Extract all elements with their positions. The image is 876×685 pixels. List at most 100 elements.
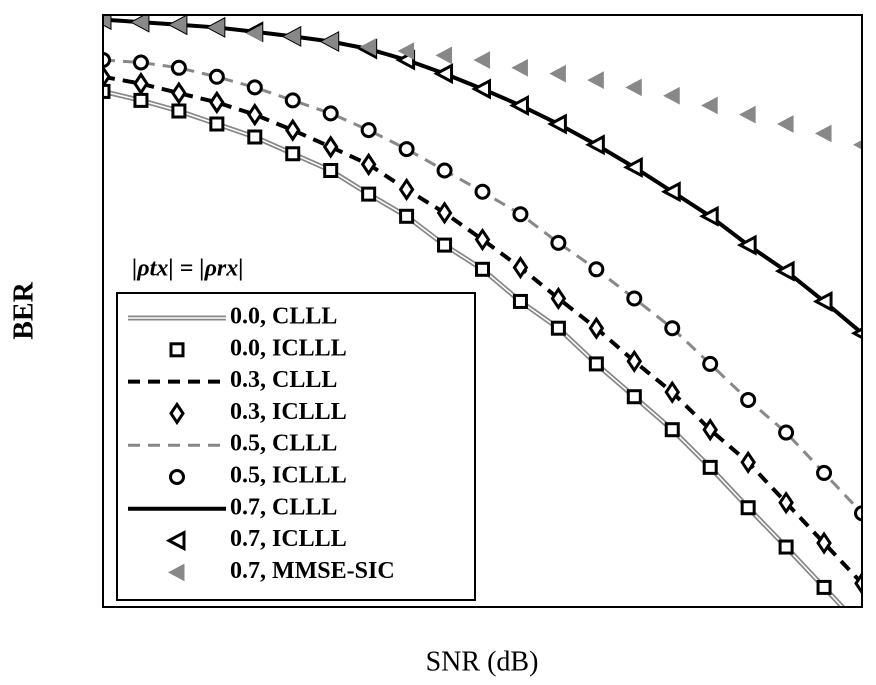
marker xyxy=(550,320,566,336)
marker xyxy=(169,342,185,358)
marker xyxy=(626,290,643,307)
marker xyxy=(625,78,642,97)
marker xyxy=(549,64,566,83)
marker xyxy=(740,450,756,474)
marker xyxy=(246,79,263,96)
marker xyxy=(664,380,681,404)
legend-label: 0.7, MMSE-SIC xyxy=(230,558,395,584)
marker xyxy=(777,115,794,133)
marker xyxy=(132,54,149,71)
marker xyxy=(816,531,832,555)
marker xyxy=(509,94,529,116)
x-axis-label: SNR (dB) xyxy=(426,646,539,677)
marker xyxy=(854,505,862,522)
legend: 0.0, CLLL 0.0, ICLLL 0.3, CLLL 0.3, ICLLL 0.… xyxy=(116,292,476,601)
marker xyxy=(360,122,377,139)
marker xyxy=(209,90,225,115)
marker xyxy=(474,227,491,252)
marker xyxy=(699,205,719,227)
plot-content xyxy=(103,15,862,607)
marker xyxy=(397,42,415,60)
marker xyxy=(207,18,225,37)
marker xyxy=(245,24,263,43)
marker xyxy=(854,571,862,596)
marker xyxy=(475,261,490,277)
marker xyxy=(133,71,149,96)
marker xyxy=(436,162,453,179)
marker xyxy=(398,141,415,158)
legend-label: 0.0, CLLL xyxy=(230,304,337,330)
marker xyxy=(814,124,832,143)
marker xyxy=(435,46,453,65)
marker xyxy=(433,63,454,85)
marker xyxy=(322,105,339,122)
legend-label: 0.0, ICLLL xyxy=(230,335,347,361)
marker xyxy=(778,424,795,441)
marker xyxy=(169,469,185,485)
marker xyxy=(623,156,643,178)
marker xyxy=(736,234,757,256)
marker xyxy=(702,418,719,442)
marker xyxy=(512,293,528,309)
marker xyxy=(208,68,225,85)
marker xyxy=(359,38,377,56)
legend-label: 0.5, CLLL xyxy=(230,431,337,457)
marker xyxy=(283,27,301,46)
plot-frame xyxy=(102,14,863,608)
marker xyxy=(473,51,490,69)
marker xyxy=(588,316,605,340)
marker xyxy=(740,500,756,516)
marker xyxy=(323,163,339,179)
marker xyxy=(437,237,453,253)
series-line xyxy=(103,74,862,585)
marker xyxy=(321,32,339,51)
legend-title: |ρtx| = |ρrx| xyxy=(132,256,244,282)
marker xyxy=(585,134,605,156)
marker xyxy=(587,71,604,89)
marker xyxy=(547,113,567,135)
marker xyxy=(471,78,491,100)
marker xyxy=(436,201,453,225)
marker xyxy=(702,355,719,372)
legend-label: 0.3, CLLL xyxy=(230,367,337,393)
marker xyxy=(626,389,642,405)
marker xyxy=(550,234,567,251)
marker xyxy=(322,135,339,159)
marker xyxy=(247,129,263,145)
marker xyxy=(664,422,680,438)
marker xyxy=(661,181,681,203)
legend-label: 0.7, ICLLL xyxy=(230,526,347,552)
marker xyxy=(103,65,111,89)
marker xyxy=(740,391,757,408)
marker xyxy=(778,490,794,515)
marker xyxy=(778,539,794,555)
marker xyxy=(360,152,377,177)
marker xyxy=(812,290,833,312)
marker xyxy=(171,81,187,105)
marker xyxy=(361,186,377,202)
marker xyxy=(170,59,187,76)
marker xyxy=(169,15,187,34)
marker xyxy=(664,320,681,337)
marker xyxy=(246,102,263,127)
marker xyxy=(702,459,718,475)
marker xyxy=(169,401,185,426)
marker xyxy=(816,579,832,595)
marker xyxy=(588,356,604,372)
marker xyxy=(131,15,149,31)
marker xyxy=(103,83,111,99)
marker xyxy=(512,206,529,223)
marker xyxy=(816,464,833,481)
legend-label: 0.3, ICLLL xyxy=(230,399,347,425)
marker xyxy=(588,261,605,278)
marker xyxy=(399,208,415,224)
legend-label: 0.5, ICLLL xyxy=(230,463,347,489)
marker xyxy=(103,15,111,29)
y-axis-label: BER xyxy=(8,281,39,339)
marker xyxy=(284,92,301,109)
marker xyxy=(209,116,225,132)
marker xyxy=(663,86,680,105)
marker xyxy=(474,183,491,200)
